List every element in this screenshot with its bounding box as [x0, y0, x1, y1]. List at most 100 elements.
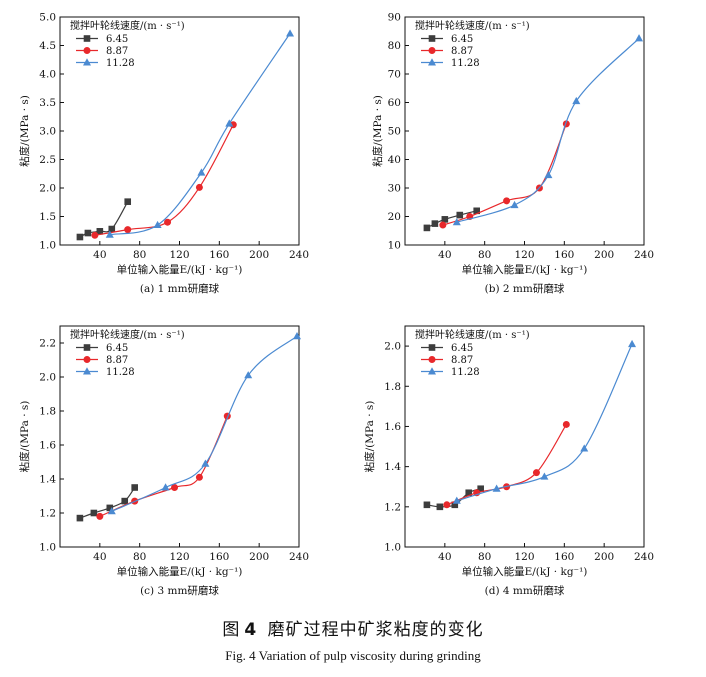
y-tick-label: 1.5: [39, 211, 56, 223]
data-point-11.28: [225, 119, 234, 127]
legend-label: 11.28: [451, 58, 480, 69]
chart-panel-2: 40 80 120 160 200 240 10 20 30 40 50 60 70 80 90 单位输入能量…: [371, 12, 654, 295]
legend-label: 6.45: [451, 34, 473, 45]
panel-title: (c) 3 mm研磨球: [140, 584, 219, 597]
data-point-6.45: [423, 224, 431, 232]
y-axis-label: 粘度/(MPa · s): [363, 401, 376, 473]
y-tick-label: 2.0: [384, 341, 401, 353]
x-tick-label: 240: [289, 551, 309, 563]
data-point-6.45: [76, 233, 84, 241]
data-point-8.87: [503, 197, 511, 205]
x-tick-label: 240: [634, 249, 654, 261]
y-tick-label: 3.5: [39, 97, 56, 109]
y-tick-label: 2.2: [39, 338, 56, 350]
y-tick-label: 50: [388, 126, 401, 138]
data-point-6.45: [76, 514, 84, 522]
legend-label: 6.45: [106, 34, 128, 45]
legend-label: 8.87: [451, 46, 473, 57]
data-point-6.45: [456, 211, 464, 219]
series-line-11.28: [456, 343, 633, 502]
x-axis-label: 单位输入能量E/(kJ · kg⁻¹): [117, 565, 243, 578]
legend-marker: [83, 58, 91, 66]
data-point-11.28: [105, 230, 114, 238]
legend-marker: [83, 47, 91, 54]
x-tick-label: 160: [554, 249, 574, 261]
x-tick-label: 200: [249, 249, 269, 261]
data-point-11.28: [510, 200, 519, 209]
legend-label: 11.28: [451, 367, 480, 378]
data-point-8.87: [195, 183, 203, 191]
plot-frame: [404, 16, 645, 246]
data-point-11.28: [197, 168, 206, 176]
data-point-8.87: [96, 512, 104, 520]
y-tick-label: 4.0: [39, 69, 56, 81]
y-tick-label: 40: [388, 154, 401, 166]
y-tick-label: 90: [388, 12, 401, 24]
data-point-11.28: [107, 507, 116, 515]
y-tick-label: 2.0: [39, 372, 56, 384]
data-point-6.45: [465, 489, 473, 497]
legend-marker: [428, 47, 436, 54]
chart-panel-4: 40 80 120 160 200 240 1.0 1.2 1.4 1.6 1.8 2.0 单位输入能量…: [363, 325, 654, 597]
data-point-6.45: [124, 198, 132, 205]
legend-label: 11.28: [106, 367, 135, 378]
series-line-8.87: [94, 124, 234, 236]
y-tick-label: 1.8: [384, 381, 401, 393]
data-point-6.45: [431, 220, 439, 227]
data-point-6.45: [473, 207, 480, 215]
y-tick-label: 1.4: [384, 461, 401, 473]
y-tick-label: 1.2: [39, 508, 56, 520]
series-line-11.28: [456, 37, 640, 223]
legend-marker: [428, 58, 436, 66]
data-point-11.28: [635, 34, 644, 42]
data-point-11.28: [293, 332, 302, 340]
y-tick-label: 4.5: [39, 40, 56, 52]
data-point-6.45: [423, 501, 431, 509]
x-tick-label: 80: [133, 249, 146, 261]
x-tick-label: 240: [289, 249, 309, 261]
legend-title: 搅拌叶轮线速度/(m · s⁻¹): [415, 19, 530, 32]
legend-marker: [83, 344, 91, 351]
legend-title: 搅拌叶轮线速度/(m · s⁻¹): [415, 328, 530, 341]
x-tick-label: 40: [93, 249, 106, 261]
chart-panel-3: 40 80 120 160 200 240 1.0 1.2 1.4 1.6 1.8 2.0 2.2 单位输…: [18, 325, 309, 597]
x-tick-label: 200: [249, 551, 269, 563]
y-tick-label: 20: [388, 211, 401, 223]
x-axis-label: 单位输入能量E/(kJ · kg⁻¹): [462, 263, 588, 276]
legend-marker: [428, 356, 436, 363]
legend-marker: [83, 367, 91, 375]
y-tick-label: 10: [388, 240, 401, 252]
data-point-8.87: [171, 484, 179, 491]
data-point-6.45: [121, 497, 129, 505]
y-tick-label: 2.0: [39, 183, 56, 195]
data-point-6.45: [84, 229, 92, 237]
series-line-11.28: [111, 335, 298, 512]
data-point-6.45: [477, 485, 484, 493]
data-point-6.45: [436, 503, 444, 511]
panel-title: (a) 1 mm研磨球: [140, 282, 220, 295]
legend-label: 8.87: [451, 355, 473, 366]
data-point-11.28: [540, 472, 549, 480]
y-tick-label: 2.5: [39, 154, 56, 166]
x-tick-label: 160: [209, 551, 229, 563]
x-tick-label: 160: [209, 249, 229, 261]
data-point-8.87: [195, 473, 203, 481]
legend-label: 11.28: [106, 58, 135, 69]
data-point-11.28: [244, 371, 253, 379]
legend-title: 搅拌叶轮线速度/(m · s⁻¹): [70, 328, 185, 341]
data-point-6.45: [96, 228, 104, 235]
data-point-11.28: [492, 484, 501, 492]
data-point-11.28: [452, 496, 461, 504]
data-point-6.45: [441, 216, 449, 223]
y-tick-label: 1.0: [39, 240, 56, 252]
data-point-11.28: [161, 483, 170, 491]
legend-marker: [428, 344, 436, 351]
y-tick-label: 30: [388, 183, 401, 195]
data-point-11.28: [544, 170, 553, 179]
x-axis-label: 单位输入能量E/(kJ · kg⁻¹): [462, 565, 588, 578]
data-point-6.45: [131, 484, 138, 491]
x-tick-label: 40: [438, 249, 451, 261]
data-point-11.28: [286, 29, 295, 37]
x-tick-label: 80: [478, 551, 491, 563]
